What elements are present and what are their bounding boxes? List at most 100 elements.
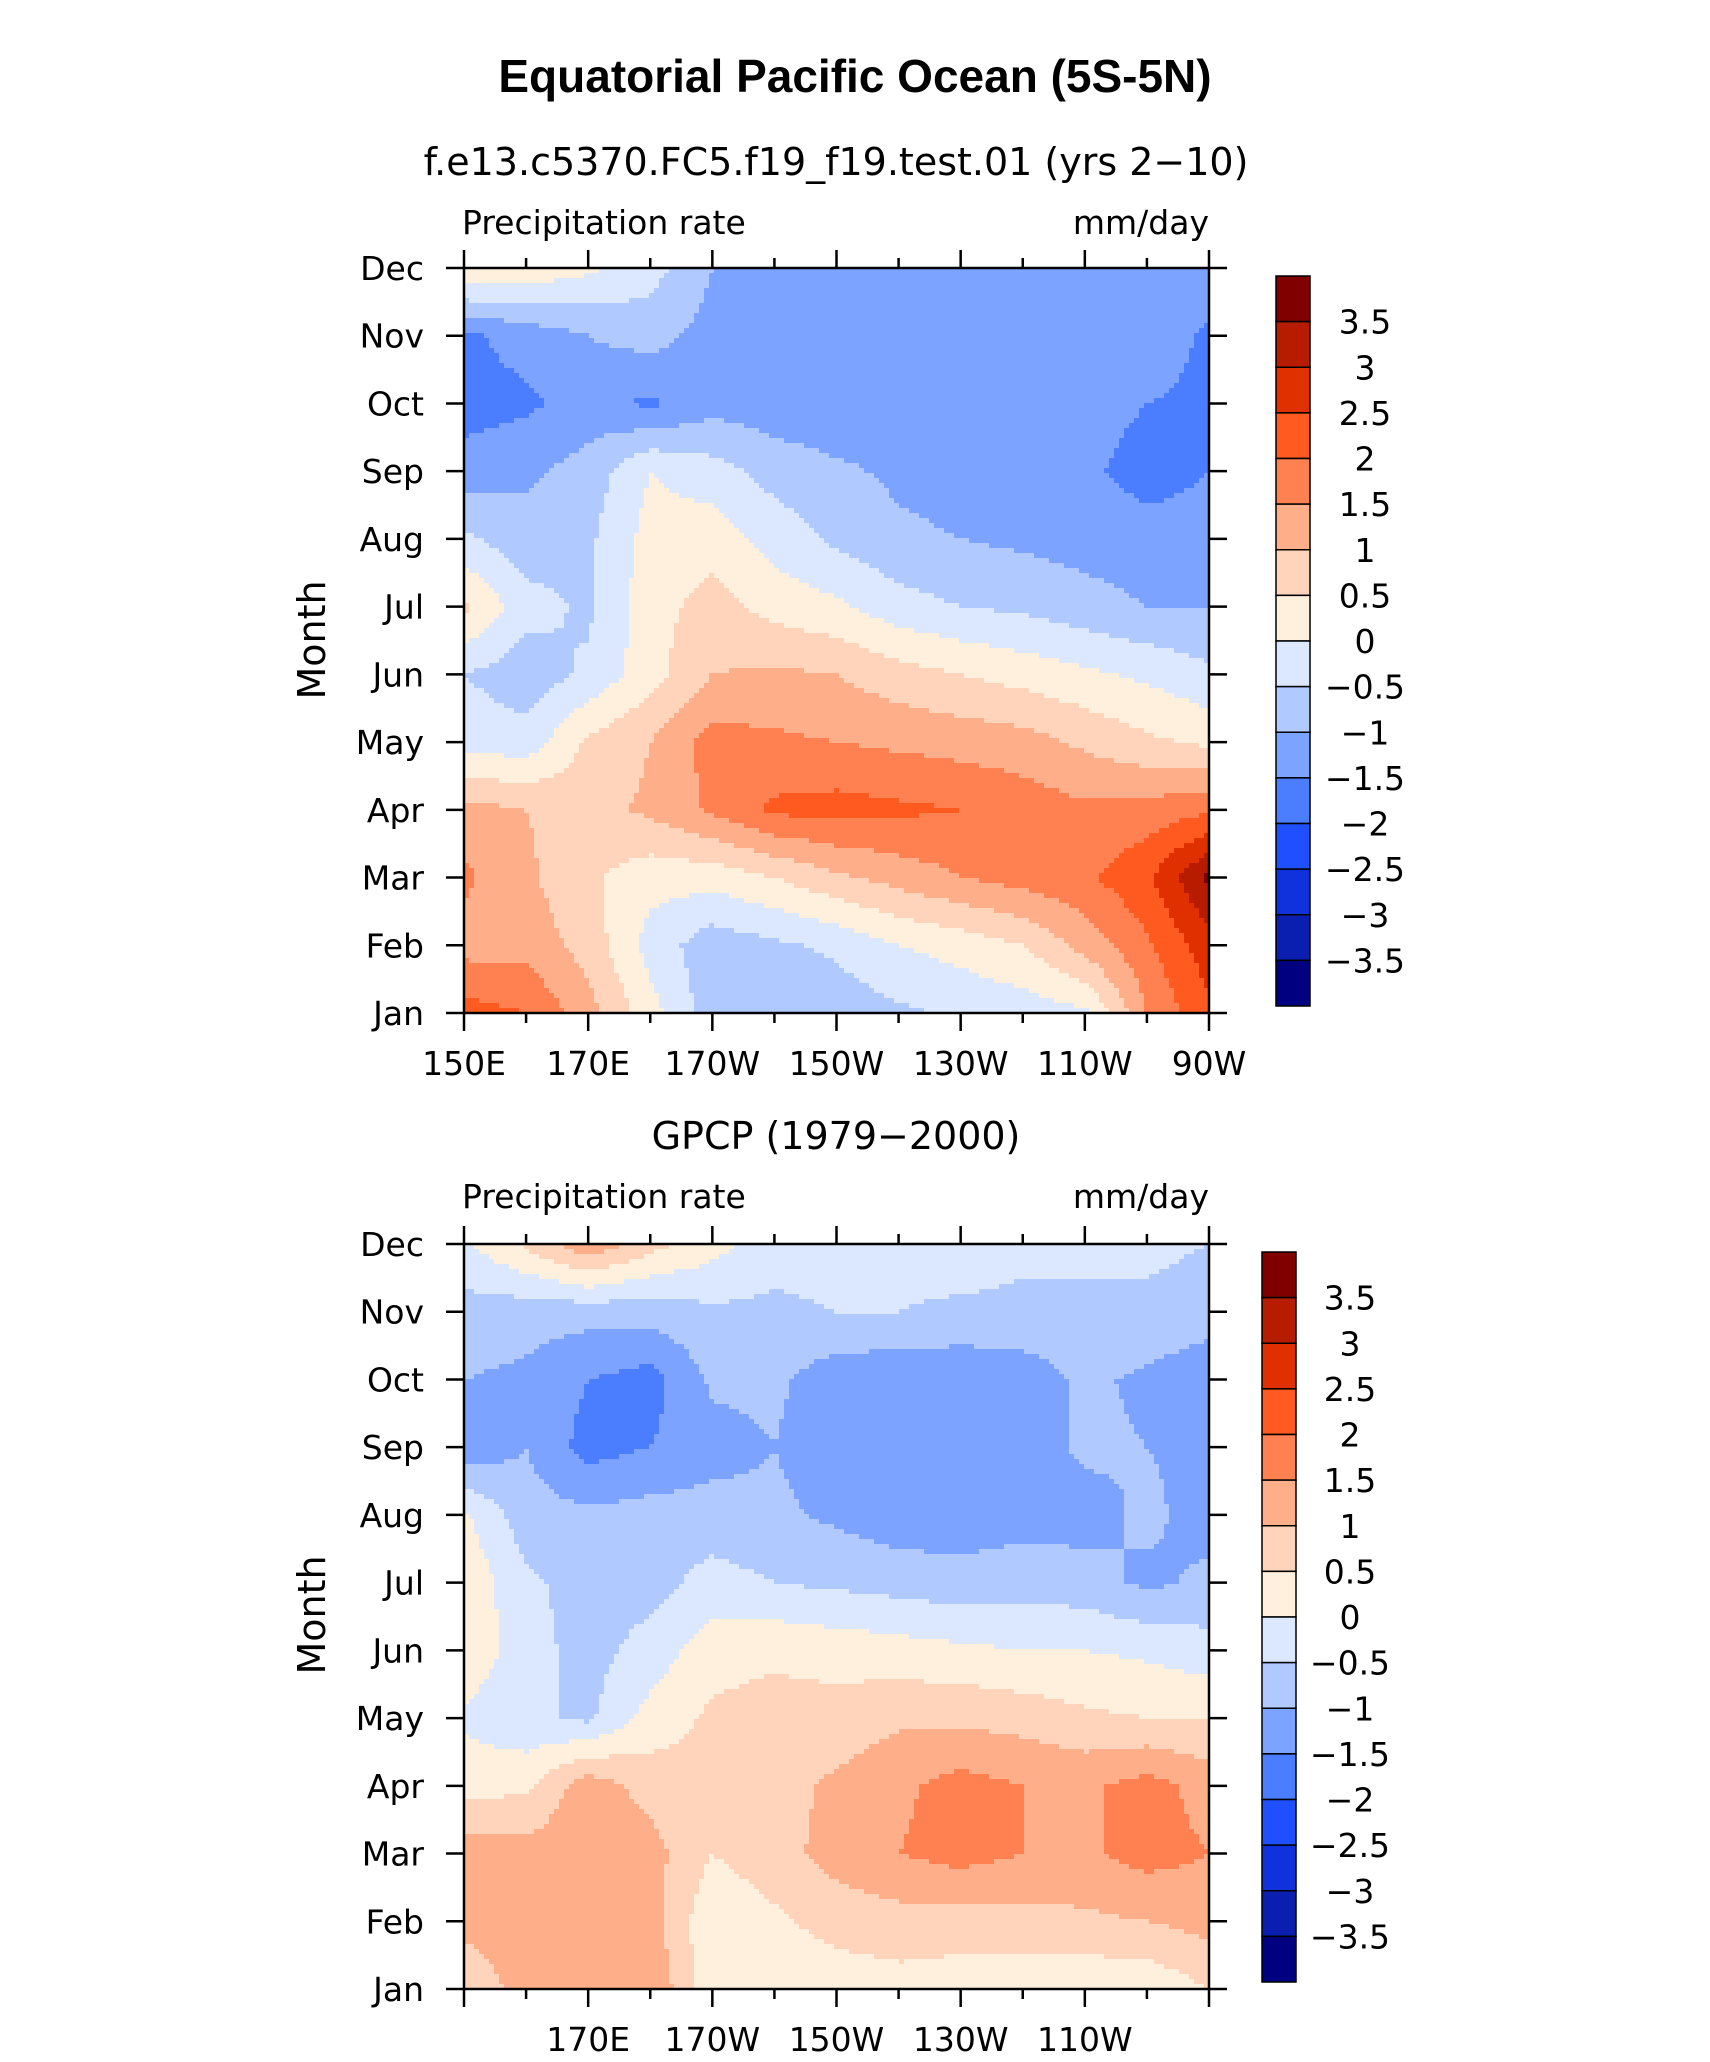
heatmap-cell xyxy=(949,1294,1210,1300)
heatmap-cell xyxy=(814,1799,915,1805)
heatmap-cell xyxy=(1164,1479,1210,1485)
heatmap-cell xyxy=(464,568,470,574)
heatmap-cell xyxy=(1004,683,1150,689)
y-tick-label: Mar xyxy=(362,859,425,898)
heatmap-cell xyxy=(614,963,645,969)
heatmap-cell xyxy=(464,1319,1210,1325)
heatmap-cell xyxy=(1134,1424,1210,1430)
heatmap-cell xyxy=(1059,1744,1145,1750)
heatmap-cell xyxy=(464,1329,585,1335)
heatmap-cell xyxy=(499,1644,560,1650)
heatmap-cell xyxy=(499,1629,555,1635)
heatmap-cell xyxy=(1139,1584,1165,1590)
heatmap-cell xyxy=(629,1629,700,1635)
heatmap-cell xyxy=(644,1809,810,1815)
heatmap-cell xyxy=(699,788,835,794)
heatmap-cell xyxy=(659,478,755,484)
heatmap-cell xyxy=(594,558,635,564)
heatmap-cell xyxy=(684,703,910,709)
heatmap-cell xyxy=(1179,1349,1210,1355)
heatmap-cell xyxy=(464,1804,560,1810)
heatmap-cell xyxy=(714,1554,1125,1560)
heatmap-cell xyxy=(864,688,1030,694)
heatmap-cell xyxy=(894,578,1105,584)
heatmap-cell xyxy=(664,1894,695,1900)
heatmap-cell xyxy=(1189,1344,1210,1350)
heatmap-cell xyxy=(659,998,695,1004)
heatmap-cell xyxy=(1044,783,1210,789)
heatmap-cell xyxy=(729,1249,1195,1255)
heatmap-cell xyxy=(464,1889,665,1895)
panel-gpcp-left-label: Precipitation rate xyxy=(462,1177,746,1216)
colorbar-box xyxy=(1275,777,1311,825)
heatmap-cell xyxy=(1154,1774,1210,1780)
heatmap-cell xyxy=(1189,863,1210,869)
heatmap-cell xyxy=(464,953,575,959)
heatmap-cell xyxy=(694,1008,925,1014)
heatmap-cell xyxy=(504,363,1185,369)
y-tick-label: Oct xyxy=(367,1360,424,1399)
heatmap-cell xyxy=(464,893,470,899)
heatmap-cell xyxy=(464,1884,665,1890)
heatmap-cell xyxy=(1104,468,1210,474)
heatmap-cell xyxy=(554,733,590,739)
heatmap-cell xyxy=(1089,708,1210,714)
heatmap-cell xyxy=(669,1949,695,1955)
heatmap-cell xyxy=(1094,988,1120,994)
heatmap-cell xyxy=(1169,913,1200,919)
heatmap-cell xyxy=(694,1724,1210,1730)
heatmap-cell xyxy=(604,928,645,934)
heatmap-cell xyxy=(944,1954,1105,1960)
heatmap-cell xyxy=(549,908,605,914)
heatmap-cell xyxy=(869,793,1070,799)
heatmap-cell xyxy=(1079,1459,1155,1465)
heatmap-cell xyxy=(1189,1824,1210,1830)
heatmap-cell xyxy=(464,638,470,644)
heatmap-cell xyxy=(499,613,565,619)
heatmap-cell xyxy=(464,1689,480,1695)
heatmap-cell xyxy=(464,1924,665,1930)
heatmap-cell xyxy=(844,1529,1125,1535)
heatmap-cell xyxy=(1044,893,1120,899)
heatmap-cell xyxy=(474,1244,525,1250)
heatmap-cell xyxy=(594,548,635,554)
heatmap-cell xyxy=(689,698,890,704)
heatmap-cell xyxy=(734,523,810,529)
heatmap-cell xyxy=(1174,648,1210,654)
heatmap-cell xyxy=(704,293,1210,299)
heatmap-cell xyxy=(929,953,1035,959)
heatmap-cell xyxy=(489,1669,560,1675)
heatmap-cell xyxy=(469,603,505,609)
heatmap-cell xyxy=(464,733,555,739)
heatmap-cell xyxy=(1154,1459,1210,1465)
heatmap-cell xyxy=(464,1544,480,1550)
heatmap-cell xyxy=(464,1008,520,1014)
heatmap-cell xyxy=(654,1609,1100,1615)
heatmap-cell xyxy=(814,1299,925,1305)
heatmap-cell xyxy=(464,268,600,274)
heatmap-cell xyxy=(464,1504,500,1510)
heatmap-cell xyxy=(539,1344,685,1350)
heatmap-cell xyxy=(594,583,630,589)
heatmap-cell xyxy=(1024,1819,1105,1825)
heatmap-cell xyxy=(1154,398,1210,404)
heatmap-cell xyxy=(809,1514,1125,1520)
heatmap-cell xyxy=(1154,1869,1210,1875)
heatmap-cell xyxy=(464,773,555,779)
heatmap-cell xyxy=(744,868,830,874)
heatmap-cell xyxy=(1199,1934,1210,1940)
heatmap-cell xyxy=(529,813,645,819)
heatmap-cell xyxy=(659,348,1190,354)
heatmap-cell xyxy=(669,1594,890,1600)
heatmap-cell xyxy=(704,1709,1110,1715)
heatmap-cell xyxy=(464,998,480,1004)
heatmap-cell xyxy=(704,728,785,734)
heatmap-cell xyxy=(904,1839,1025,1845)
heatmap-cell xyxy=(629,998,660,1004)
heatmap-cell xyxy=(1124,1409,1210,1415)
heatmap-cell xyxy=(464,1829,535,1835)
heatmap-cell xyxy=(1109,633,1210,639)
heatmap-cell xyxy=(1074,1003,1105,1009)
heatmap-cell xyxy=(484,628,555,634)
heatmap-cell xyxy=(909,1824,1025,1830)
